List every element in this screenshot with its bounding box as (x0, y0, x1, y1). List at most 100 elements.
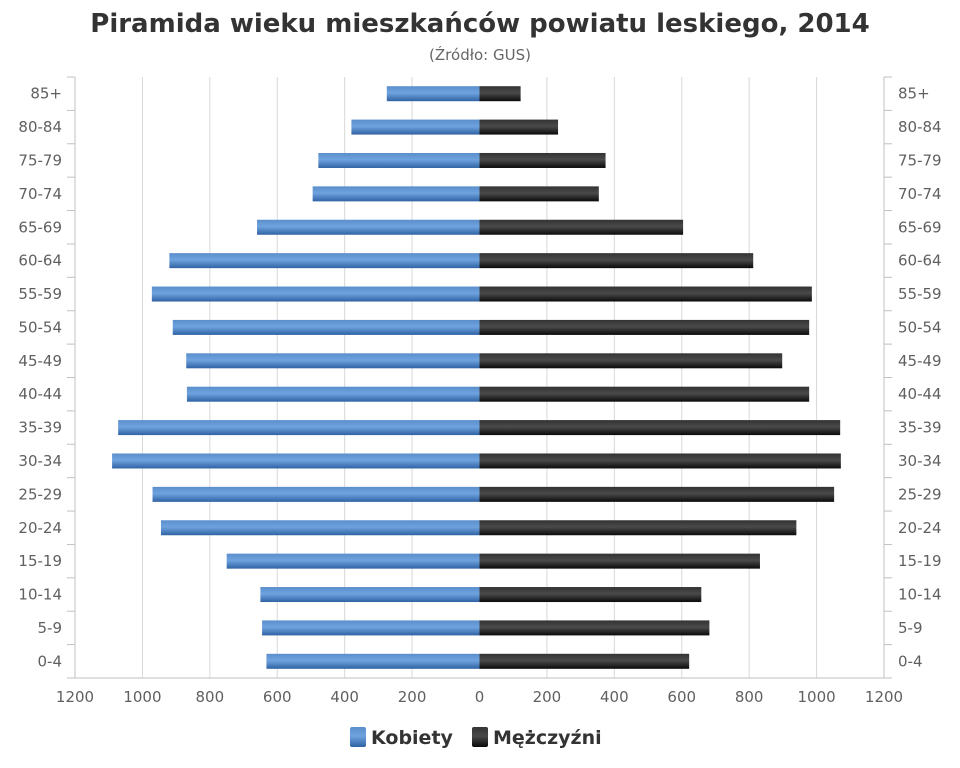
category-label: 45-49 (898, 352, 942, 370)
bar-mezczyzni[interactable] (479, 319, 810, 335)
bar-mezczyzni[interactable] (479, 286, 812, 302)
category-labels-left: 85+ 80-84 75-79 70-74 65-69 60-64 55-59 50-54 45… (18, 85, 62, 671)
bar-kobiety[interactable] (312, 186, 480, 202)
chart-subtitle: (Źródło: GUS) (429, 45, 531, 64)
x-tick-label: 800 (735, 688, 764, 706)
category-label: 75-79 (18, 151, 62, 169)
bar-kobiety[interactable] (351, 119, 480, 135)
category-label: 70-74 (898, 185, 942, 203)
bar-mezczyzni[interactable] (479, 620, 710, 636)
bar-mezczyzni[interactable] (479, 653, 690, 669)
category-label: 30-34 (898, 452, 942, 470)
bar-kobiety[interactable] (186, 386, 480, 402)
bar-mezczyzni[interactable] (479, 119, 559, 135)
axes (67, 76, 892, 679)
category-label: 85+ (30, 85, 62, 103)
legend-label-mezczyzni: Mężczyźni (493, 727, 602, 749)
bar-mezczyzni[interactable] (479, 186, 599, 202)
bar-kobiety[interactable] (151, 286, 480, 302)
category-label: 50-54 (18, 318, 62, 336)
x-tick-label: 600 (667, 688, 696, 706)
category-label: 20-24 (18, 519, 62, 537)
x-tick-label: 400 (600, 688, 629, 706)
category-label: 50-54 (898, 318, 942, 336)
legend-swatch-kobiety (350, 727, 366, 747)
legend-swatch-mezczyzni (472, 727, 488, 747)
bar-mezczyzni[interactable] (479, 453, 841, 469)
category-label: 65-69 (18, 218, 62, 236)
category-label: 10-14 (18, 586, 62, 604)
bar-kobiety[interactable] (118, 420, 480, 436)
x-tick-label: 1000 (123, 688, 161, 706)
bar-kobiety[interactable] (266, 653, 480, 669)
category-label: 55-59 (18, 285, 62, 303)
x-tick-label: 1200 (56, 688, 94, 706)
x-tick-label: 1000 (797, 688, 835, 706)
bars (112, 86, 841, 669)
category-label: 30-34 (18, 452, 62, 470)
bar-kobiety[interactable] (160, 520, 480, 536)
bar-mezczyzni[interactable] (479, 219, 684, 235)
category-label: 45-49 (18, 352, 62, 370)
category-label: 5-9 (898, 619, 923, 637)
bar-kobiety[interactable] (186, 353, 480, 369)
category-label: 80-84 (898, 118, 942, 136)
category-label: 70-74 (18, 185, 62, 203)
bar-mezczyzni[interactable] (479, 386, 810, 402)
x-tick-label: 600 (263, 688, 292, 706)
category-label: 15-19 (18, 552, 62, 570)
x-tick-label: 1200 (865, 688, 903, 706)
bar-mezczyzni[interactable] (479, 152, 606, 168)
bar-kobiety[interactable] (257, 219, 480, 235)
category-label: 85+ (898, 85, 930, 103)
bar-kobiety[interactable] (386, 86, 480, 102)
bar-kobiety[interactable] (262, 620, 480, 636)
category-label: 10-14 (898, 586, 942, 604)
category-label: 35-39 (18, 419, 62, 437)
category-label: 15-19 (898, 552, 942, 570)
bar-mezczyzni[interactable] (479, 587, 702, 603)
bar-mezczyzni[interactable] (479, 86, 521, 102)
category-label: 60-64 (18, 252, 62, 270)
bar-kobiety[interactable] (152, 486, 480, 502)
category-label: 40-44 (898, 385, 942, 403)
category-label: 20-24 (898, 519, 942, 537)
bar-kobiety[interactable] (260, 587, 480, 603)
category-label: 65-69 (898, 218, 942, 236)
x-tick-label: 0 (475, 688, 485, 706)
bar-mezczyzni[interactable] (479, 486, 835, 502)
category-label: 0-4 (898, 652, 923, 670)
bar-mezczyzni[interactable] (479, 420, 841, 436)
legend-item-mezczyzni[interactable]: Mężczyźni (472, 727, 602, 749)
x-tick-label: 200 (533, 688, 562, 706)
category-label: 60-64 (898, 252, 942, 270)
legend[interactable]: Kobiety Mężczyźni (350, 727, 602, 749)
bar-mezczyzni[interactable] (479, 520, 797, 536)
legend-label-kobiety: Kobiety (371, 727, 454, 749)
x-tick-label: 800 (196, 688, 225, 706)
bar-kobiety[interactable] (169, 253, 480, 269)
category-label: 25-29 (18, 485, 62, 503)
x-tick-label: 200 (398, 688, 427, 706)
bar-kobiety[interactable] (226, 553, 480, 569)
category-label: 55-59 (898, 285, 942, 303)
bar-mezczyzni[interactable] (479, 353, 783, 369)
category-label: 5-9 (38, 619, 63, 637)
bar-mezczyzni[interactable] (479, 253, 754, 269)
bar-kobiety[interactable] (318, 152, 480, 168)
category-label: 75-79 (898, 151, 942, 169)
category-label: 80-84 (18, 118, 62, 136)
category-label: 40-44 (18, 385, 62, 403)
legend-item-kobiety[interactable]: Kobiety (350, 727, 454, 749)
x-tick-label: 400 (330, 688, 359, 706)
bar-kobiety[interactable] (172, 319, 480, 335)
bar-kobiety[interactable] (112, 453, 480, 469)
category-labels-right: 85+ 80-84 75-79 70-74 65-69 60-64 55-59 50-54 45… (898, 85, 942, 671)
chart-title: Piramida wieku mieszkańców powiatu leski… (90, 9, 869, 39)
category-label: 35-39 (898, 419, 942, 437)
category-label: 25-29 (898, 485, 942, 503)
x-tick-labels: 1200 1000 800 600 400 200 0 200 400 600 800 1000 120… (56, 688, 903, 706)
category-label: 0-4 (38, 652, 63, 670)
bar-mezczyzni[interactable] (479, 553, 760, 569)
